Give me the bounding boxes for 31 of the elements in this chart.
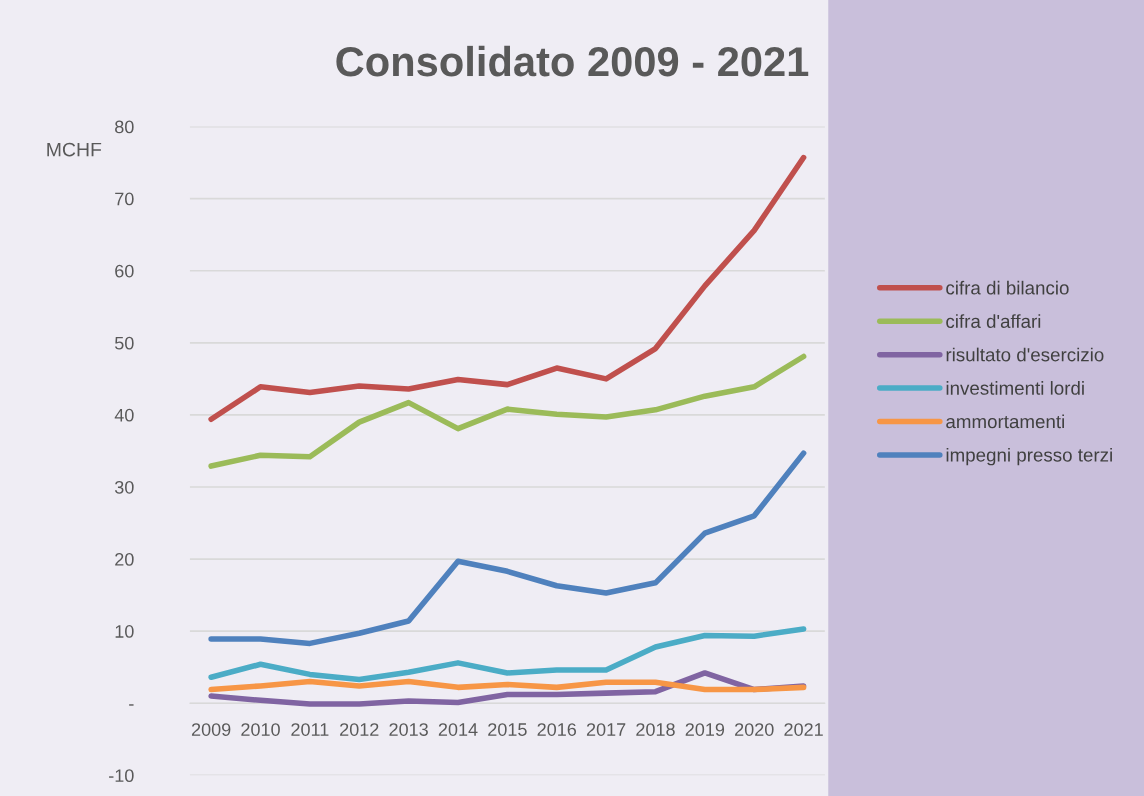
legend-label: risultato d'esercizio: [946, 347, 1104, 362]
y-tick-label: 70: [115, 192, 134, 206]
y-tick-label: -10: [109, 769, 134, 783]
y-tick-label: 50: [114, 336, 134, 350]
chart-title: Consolidato 2009 - 2021: [336, 45, 809, 77]
x-tick-label: 2019: [685, 723, 725, 736]
legend-label: cifra di bilancio: [946, 280, 1069, 295]
x-tick-label: 2015: [488, 723, 527, 736]
y-tick-label: 10: [115, 625, 134, 638]
legend-label: cifra d'affari: [946, 314, 1041, 328]
y-tick-label: 30: [114, 480, 134, 494]
y-tick-label: 60: [115, 264, 134, 278]
x-tick-label: 2013: [389, 723, 428, 736]
x-tick-label: 2014: [438, 723, 478, 736]
legend-label: impegni presso terzi: [946, 447, 1112, 466]
y-tick-label: 20: [115, 552, 134, 566]
y-tick-label: 40: [114, 408, 134, 422]
x-tick-label: 2020: [735, 723, 774, 736]
x-tick-label: 2012: [340, 723, 379, 736]
y-axis-title: MCHF: [47, 142, 102, 157]
x-tick-label: 2010: [241, 723, 280, 736]
x-tick-label: 2011: [291, 723, 329, 736]
legend-label: ammortamenti: [946, 414, 1064, 429]
x-tick-label: 2016: [537, 723, 577, 736]
x-tick-label: 2018: [636, 723, 675, 736]
x-tick-label: 2017: [586, 723, 626, 736]
y-tick-label: 80: [115, 120, 134, 134]
x-tick-label: 2009: [191, 723, 231, 736]
legend-label: investimenti lordi: [946, 381, 1084, 395]
y-tick-label: -: [129, 704, 134, 706]
x-tick-label: 2021: [784, 723, 823, 736]
